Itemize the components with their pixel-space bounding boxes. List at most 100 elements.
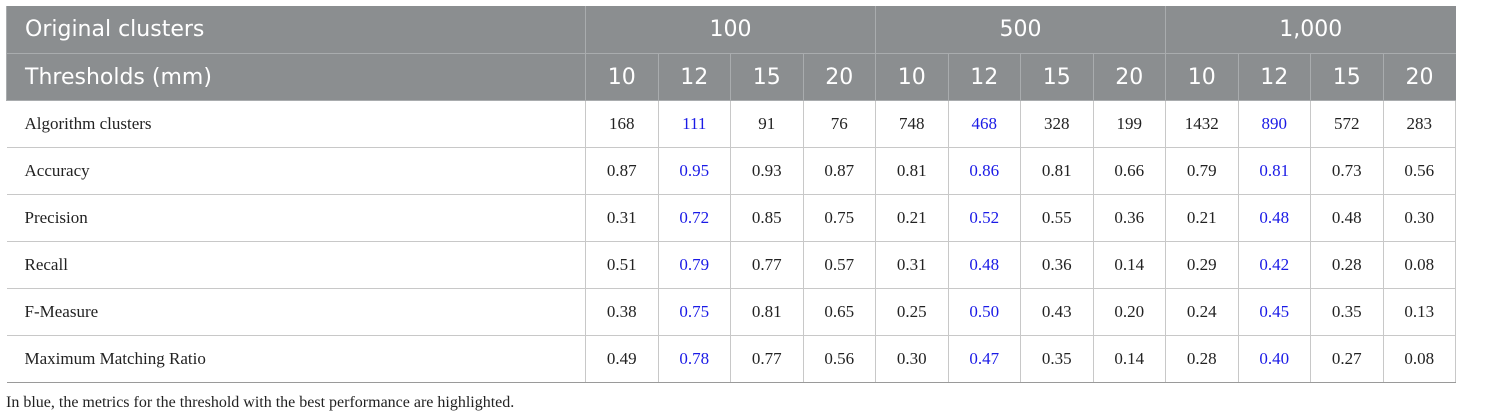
cell: 199 <box>1092 100 1166 148</box>
cell: 0.65 <box>802 288 876 336</box>
header-cell: Original clusters <box>6 6 586 54</box>
cell: 0.43 <box>1020 288 1094 336</box>
cell: 0.45 <box>1237 288 1311 336</box>
cell: 0.81 <box>1237 147 1311 195</box>
cell: 572 <box>1310 100 1384 148</box>
cell: 468 <box>947 100 1021 148</box>
threshold-header: 12 <box>657 53 731 101</box>
cell: 0.73 <box>1310 147 1384 195</box>
cell: 0.55 <box>1020 194 1094 242</box>
cell: 1432 <box>1165 100 1239 148</box>
cell: 0.81 <box>730 288 804 336</box>
cell: 0.87 <box>585 147 659 195</box>
cell: 0.79 <box>657 241 731 289</box>
cell: 0.87 <box>802 147 876 195</box>
cell: 0.86 <box>947 147 1021 195</box>
cell: 0.95 <box>657 147 731 195</box>
cell: 0.77 <box>730 335 804 383</box>
header-row: Thresholds (mm) 10 12 15 20 10 12 15 20 10 12 15 20 <box>6 53 1456 101</box>
threshold-header: 10 <box>875 53 948 101</box>
cell: 0.13 <box>1382 288 1457 336</box>
cell: 0.48 <box>947 241 1021 289</box>
cell: 0.21 <box>875 194 949 242</box>
cell: 0.14 <box>1092 335 1166 383</box>
table-row: Precision 0.31 0.72 0.85 0.75 0.21 0.52 0.55 0.3… <box>6 194 1457 242</box>
cell: 76 <box>802 100 876 148</box>
cell: 0.28 <box>1165 335 1239 383</box>
threshold-header: 10 <box>585 53 658 101</box>
cell: 0.51 <box>585 241 659 289</box>
cell: 0.79 <box>1165 147 1239 195</box>
cell: 0.40 <box>1237 335 1311 383</box>
row-label: F-Measure <box>6 288 586 336</box>
header-cell: Thresholds (mm) <box>6 53 586 101</box>
cell: 0.25 <box>875 288 949 336</box>
cell: 0.78 <box>657 335 731 383</box>
cell: 890 <box>1237 100 1311 148</box>
threshold-header: 15 <box>730 53 803 101</box>
cell: 328 <box>1020 100 1094 148</box>
results-table: Original clusters 100 500 1,000 Thresholds… <box>6 6 1457 383</box>
group-header: 100 <box>585 6 876 54</box>
footnote: In blue, the metrics for the threshold w… <box>6 394 515 411</box>
threshold-header: 10 <box>1165 53 1238 101</box>
cell: 0.93 <box>730 147 804 195</box>
row-label: Precision <box>6 194 586 242</box>
cell: 0.77 <box>730 241 804 289</box>
cell: 0.81 <box>1020 147 1094 195</box>
threshold-header: 15 <box>1310 53 1383 101</box>
cell: 168 <box>585 100 659 148</box>
row-label: Algorithm clusters <box>6 100 586 148</box>
cell: 0.56 <box>1382 147 1457 195</box>
threshold-header: 15 <box>1020 53 1093 101</box>
threshold-header: 12 <box>1237 53 1311 101</box>
table-row: Recall 0.51 0.79 0.77 0.57 0.31 0.48 0.36 0.14 0.… <box>6 241 1457 289</box>
cell: 0.81 <box>875 147 949 195</box>
cell: 0.35 <box>1020 335 1094 383</box>
threshold-header: 20 <box>802 53 876 101</box>
cell: 0.08 <box>1382 335 1457 383</box>
cell: 0.75 <box>802 194 876 242</box>
cell: 0.48 <box>1237 194 1311 242</box>
table-row: Maximum Matching Ratio 0.49 0.78 0.77 0.56 0.… <box>6 335 1457 383</box>
cell: 0.21 <box>1165 194 1239 242</box>
cell: 0.42 <box>1237 241 1311 289</box>
cell: 111 <box>657 100 731 148</box>
threshold-header: 20 <box>1382 53 1456 101</box>
cell: 0.28 <box>1310 241 1384 289</box>
cell: 0.30 <box>875 335 949 383</box>
cell: 0.66 <box>1092 147 1166 195</box>
cell: 0.85 <box>730 194 804 242</box>
group-header: 500 <box>875 6 1166 54</box>
table-row: Algorithm clusters 168 111 91 76 748 468 328 199… <box>6 100 1457 148</box>
cell: 0.38 <box>585 288 659 336</box>
row-label: Accuracy <box>6 147 586 195</box>
group-header: 1,000 <box>1164 6 1456 54</box>
header-row: Original clusters 100 500 1,000 <box>6 6 1456 54</box>
cell: 0.31 <box>875 241 949 289</box>
cell: 748 <box>875 100 949 148</box>
cell: 91 <box>730 100 804 148</box>
cell: 0.27 <box>1310 335 1384 383</box>
cell: 0.57 <box>802 241 876 289</box>
cell: 0.72 <box>657 194 731 242</box>
cell: 0.29 <box>1165 241 1239 289</box>
cell: 0.31 <box>585 194 659 242</box>
cell: 0.35 <box>1310 288 1384 336</box>
cell: 0.52 <box>947 194 1021 242</box>
table-row: F-Measure 0.38 0.75 0.81 0.65 0.25 0.50 0.43 0.2… <box>6 288 1457 336</box>
cell: 0.36 <box>1092 194 1166 242</box>
cell: 0.56 <box>802 335 876 383</box>
cell: 0.08 <box>1382 241 1457 289</box>
cell: 0.47 <box>947 335 1021 383</box>
table-row: Accuracy 0.87 0.95 0.93 0.87 0.81 0.86 0.81 0.66… <box>6 147 1457 195</box>
cell: 0.49 <box>585 335 659 383</box>
cell: 0.20 <box>1092 288 1166 336</box>
cell: 0.24 <box>1165 288 1239 336</box>
cell: 283 <box>1382 100 1457 148</box>
row-label: Recall <box>6 241 586 289</box>
threshold-header: 12 <box>947 53 1021 101</box>
cell: 0.75 <box>657 288 731 336</box>
cell: 0.30 <box>1382 194 1457 242</box>
